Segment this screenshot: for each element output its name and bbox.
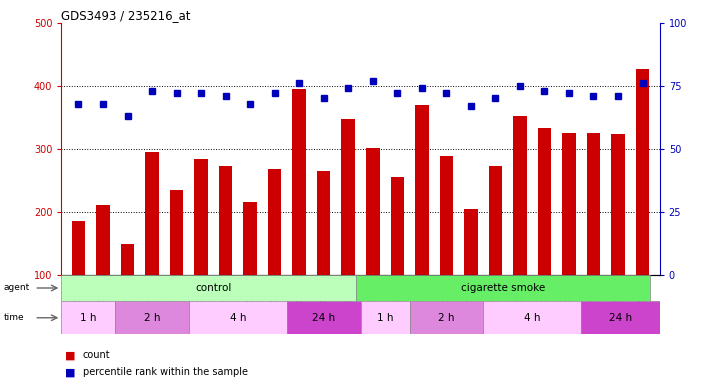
Text: count: count [83, 350, 110, 360]
Bar [410, 301, 483, 334]
Bar [489, 166, 502, 275]
Text: 1 h: 1 h [80, 313, 97, 323]
Bar [268, 169, 281, 275]
Bar [120, 244, 134, 275]
Bar [464, 209, 477, 275]
Bar [562, 133, 575, 275]
Bar [287, 301, 360, 334]
Bar [189, 301, 287, 334]
Bar [244, 202, 257, 275]
Bar [415, 105, 428, 275]
Text: 2 h: 2 h [438, 313, 454, 323]
Bar [342, 119, 355, 275]
Bar [360, 301, 410, 334]
Text: time: time [4, 313, 25, 322]
Bar [391, 177, 404, 275]
Bar [611, 134, 625, 275]
Text: ■: ■ [65, 367, 76, 377]
Bar [587, 133, 601, 275]
Bar [513, 116, 526, 275]
Text: control: control [195, 283, 231, 293]
Bar [538, 128, 551, 275]
Text: 4 h: 4 h [229, 313, 246, 323]
Bar [96, 205, 110, 275]
Bar [355, 275, 650, 301]
Bar [581, 301, 660, 334]
Bar [317, 171, 330, 275]
Text: 24 h: 24 h [609, 313, 632, 323]
Bar [71, 221, 85, 275]
Bar [61, 275, 355, 301]
Bar [636, 69, 650, 275]
Bar [195, 159, 208, 275]
Bar [61, 301, 115, 334]
Text: GDS3493 / 235216_at: GDS3493 / 235216_at [61, 9, 191, 22]
Bar [115, 301, 189, 334]
Text: percentile rank within the sample: percentile rank within the sample [83, 367, 248, 377]
Text: 4 h: 4 h [524, 313, 541, 323]
Bar [146, 152, 159, 275]
Bar [366, 147, 379, 275]
Bar [170, 190, 183, 275]
Text: 2 h: 2 h [143, 313, 160, 323]
Bar [440, 156, 453, 275]
Bar [219, 166, 232, 275]
Bar [483, 301, 581, 334]
Text: 1 h: 1 h [377, 313, 393, 323]
Text: 24 h: 24 h [312, 313, 335, 323]
Text: cigarette smoke: cigarette smoke [461, 283, 545, 293]
Text: ■: ■ [65, 350, 76, 360]
Text: agent: agent [4, 283, 30, 293]
Bar [293, 89, 306, 275]
